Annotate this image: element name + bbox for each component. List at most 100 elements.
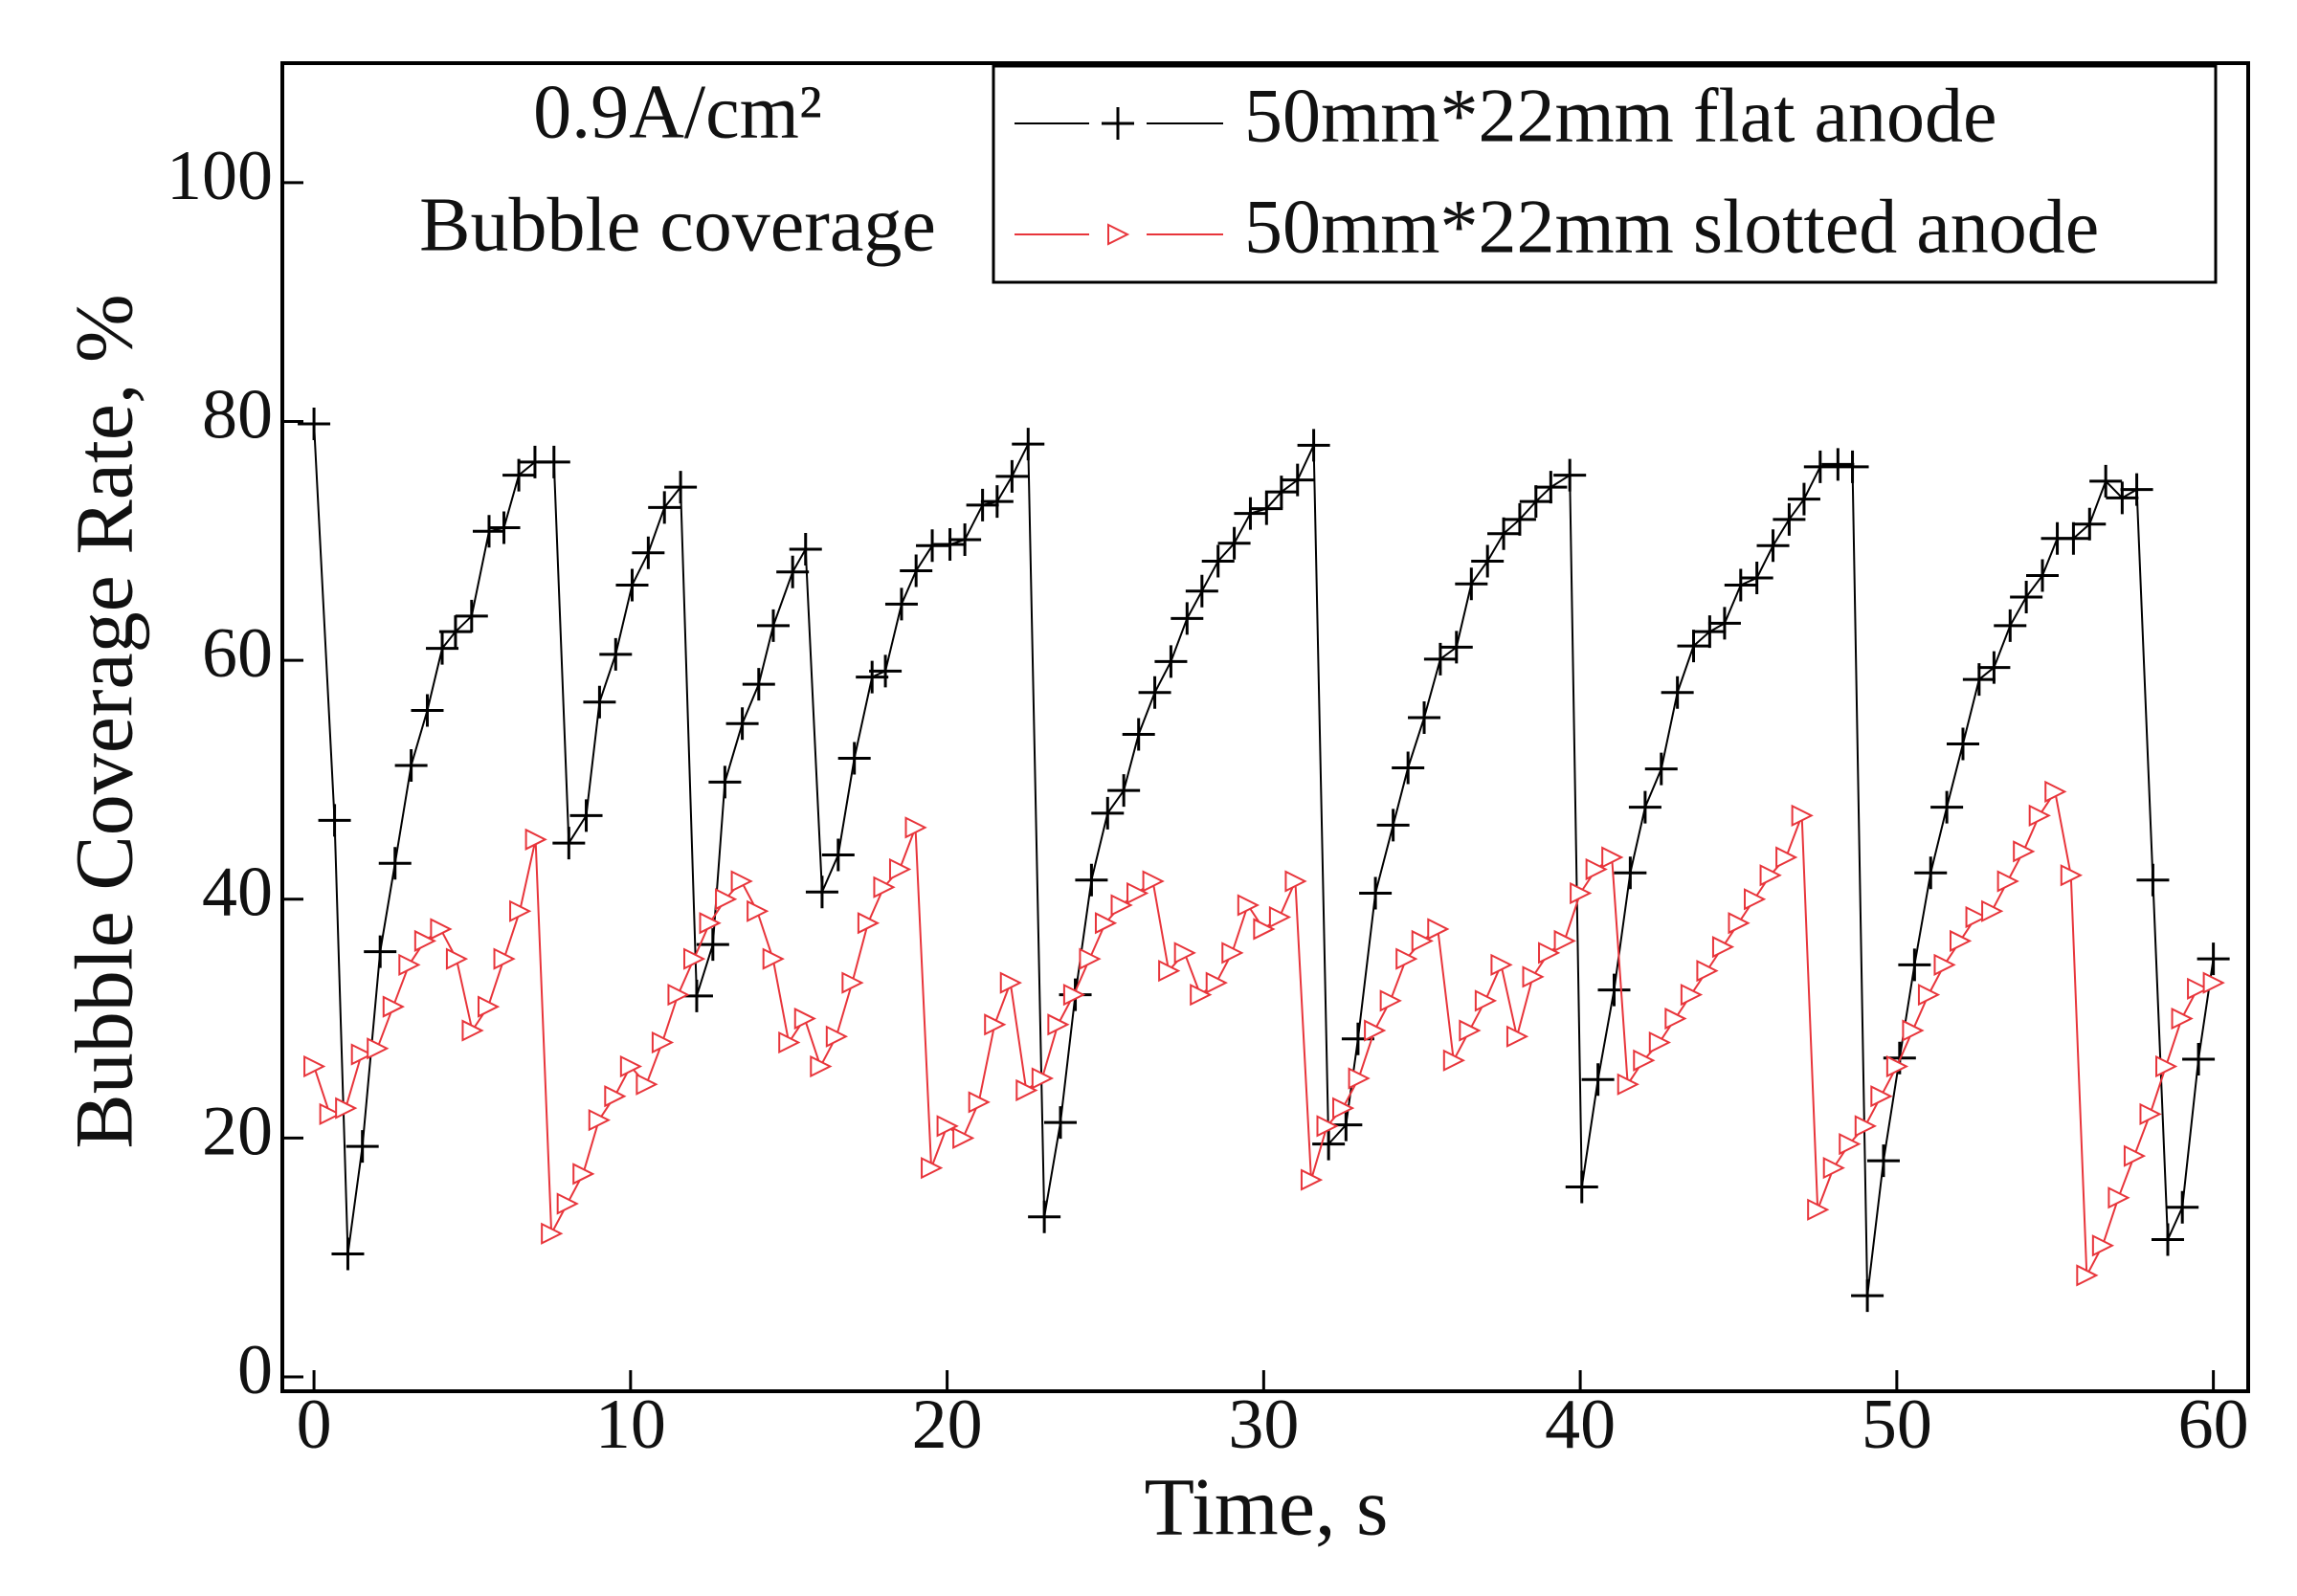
data-point <box>537 445 570 478</box>
data-point <box>857 912 881 935</box>
data-point <box>1740 561 1773 594</box>
legend-marker <box>1107 223 1130 246</box>
data-point <box>762 947 785 970</box>
data-point <box>1965 905 1988 929</box>
data-point <box>1281 463 1314 497</box>
data-point <box>841 971 864 994</box>
data-point <box>664 471 698 504</box>
data-point <box>884 587 918 621</box>
data-point <box>1553 929 1576 953</box>
data-point <box>461 1019 484 1042</box>
data-point <box>1787 482 1820 516</box>
data-point <box>2089 464 2123 498</box>
data-point <box>1142 870 1165 893</box>
data-point <box>1190 983 1213 1007</box>
data-point <box>1091 796 1125 830</box>
data-point <box>1585 857 1608 881</box>
data-point <box>1107 774 1141 808</box>
data-point <box>1565 1170 1598 1204</box>
data-point <box>1839 1133 1862 1156</box>
data-point <box>1012 428 1045 461</box>
data-point <box>1519 485 1552 519</box>
data-point <box>636 1073 658 1096</box>
data-point <box>556 1192 579 1215</box>
data-point <box>364 935 397 968</box>
data-point <box>604 1085 627 1108</box>
data-point <box>2136 863 2170 897</box>
data-point <box>2057 521 2090 555</box>
data-point <box>2044 780 2067 804</box>
data-point <box>524 828 547 851</box>
x-axis-label: Time, s <box>1145 1461 1389 1553</box>
data-point <box>1376 809 1410 842</box>
data-point <box>1950 929 1973 953</box>
data-point <box>757 609 791 642</box>
data-point <box>1487 517 1521 550</box>
data-point <box>825 1025 849 1048</box>
x-tick-label: 0 <box>297 1385 332 1464</box>
data-point <box>1471 544 1505 578</box>
data-point <box>1977 651 2011 684</box>
data-point <box>1028 1200 1061 1233</box>
legend-marker <box>1102 107 1134 140</box>
data-point <box>1996 870 2019 893</box>
data-point <box>856 660 889 694</box>
data-point <box>1395 947 1418 970</box>
data-point <box>648 491 681 524</box>
data-point <box>869 654 903 688</box>
data-point <box>821 838 855 872</box>
y-tick-label: 80 <box>202 375 273 454</box>
data-point <box>980 485 1014 519</box>
data-point <box>2171 1007 2194 1031</box>
data-point <box>569 799 603 832</box>
data-point <box>747 899 769 922</box>
data-point <box>583 685 616 719</box>
x-tick-label: 20 <box>912 1385 983 1464</box>
data-point <box>1902 1019 1925 1042</box>
data-point <box>1633 1049 1656 1072</box>
data-point <box>367 1037 390 1060</box>
data-point <box>715 888 738 911</box>
data-point <box>1711 936 1735 959</box>
data-point <box>509 899 532 922</box>
data-point <box>1297 429 1330 462</box>
data-point <box>318 804 351 837</box>
data-point <box>1744 888 1767 911</box>
data-point <box>999 971 1022 994</box>
data-point <box>1185 574 1218 608</box>
data-point <box>1250 492 1283 525</box>
data-point <box>2010 580 2043 613</box>
data-point <box>552 827 586 860</box>
data-point <box>873 876 896 898</box>
data-point <box>682 947 706 970</box>
data-point <box>1601 846 1624 869</box>
data-point <box>708 765 742 799</box>
data-point <box>398 953 421 977</box>
data-point <box>1614 856 1647 890</box>
y-axis-label: Bubble Coverage Rate, % <box>58 294 150 1148</box>
data-point <box>2076 1264 2099 1287</box>
data-point <box>1807 1198 1830 1221</box>
data-point <box>632 536 665 569</box>
data-point <box>2028 804 2051 827</box>
data-point <box>2107 1186 2130 1209</box>
data-point <box>1570 881 1593 905</box>
data-point <box>1534 471 1568 504</box>
data-point <box>1898 948 1931 982</box>
data-point <box>541 1222 564 1245</box>
data-point <box>952 1126 975 1149</box>
data-point <box>1312 1127 1346 1161</box>
data-point <box>455 599 488 632</box>
data-point <box>1994 609 2027 642</box>
data-point <box>588 1109 611 1132</box>
data-point <box>1015 1078 1038 1102</box>
data-point <box>742 668 775 701</box>
data-point <box>1253 918 1276 941</box>
data-point <box>487 511 521 544</box>
x-tick-label: 30 <box>1228 1385 1299 1464</box>
data-point <box>382 995 406 1018</box>
data-point <box>933 528 967 562</box>
data-point <box>2120 473 2153 506</box>
data-point <box>1885 1054 1909 1078</box>
